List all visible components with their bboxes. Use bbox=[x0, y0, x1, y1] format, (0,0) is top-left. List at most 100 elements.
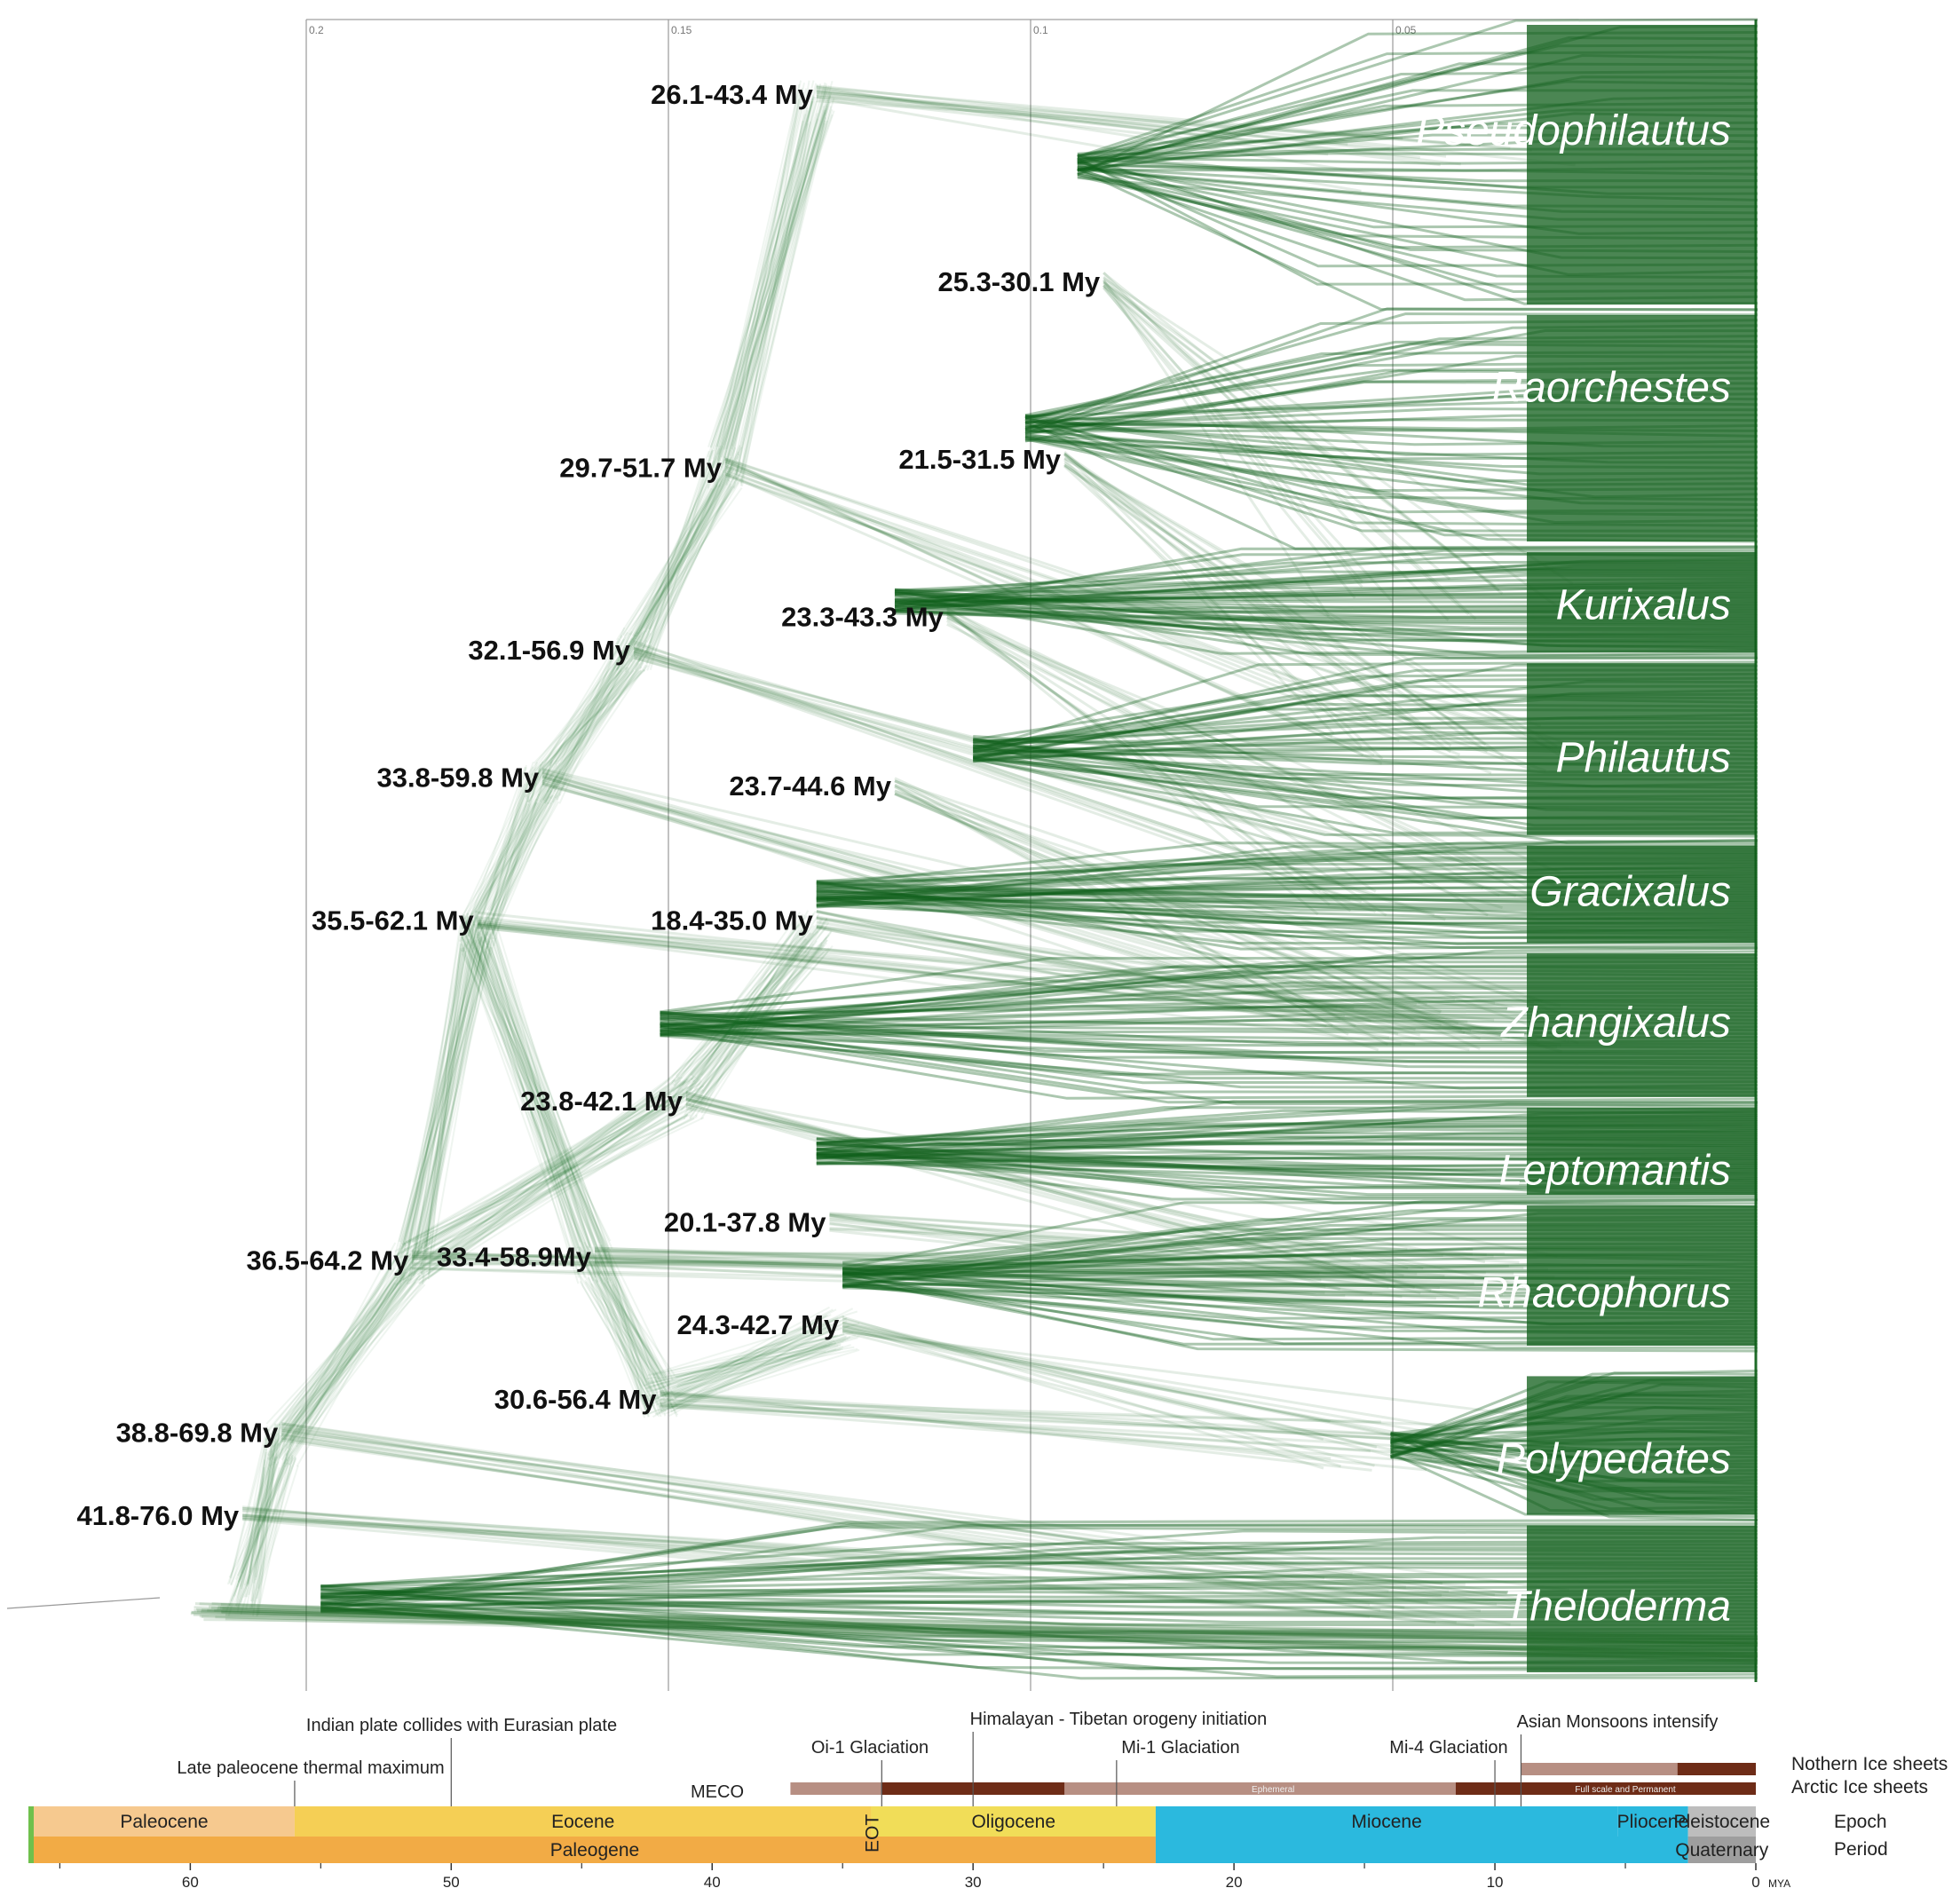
tree-branch bbox=[842, 1198, 1758, 1276]
backbone-branch bbox=[691, 938, 806, 1109]
tree-branch bbox=[1389, 1451, 1758, 1519]
backbone-branch bbox=[635, 454, 740, 640]
stem-branch bbox=[281, 1422, 1519, 1604]
backbone-branch bbox=[294, 1284, 426, 1426]
backbone-branch bbox=[407, 950, 484, 1277]
backbone-branch bbox=[477, 939, 613, 1262]
root-branch bbox=[215, 1616, 1758, 1648]
backbone-branch bbox=[692, 922, 807, 1082]
backbone-branch bbox=[606, 1253, 662, 1394]
backbone-branch bbox=[288, 1264, 415, 1466]
stem-branch bbox=[816, 89, 1447, 158]
ephemeral-label: Ephemeral bbox=[1252, 1785, 1294, 1795]
stem-branch bbox=[946, 607, 1495, 875]
stem-branch bbox=[541, 774, 1540, 1046]
backbone-branch bbox=[688, 914, 805, 1092]
stem-branch bbox=[816, 85, 1413, 182]
backbone-branch bbox=[533, 632, 652, 782]
backbone-branch bbox=[672, 920, 829, 1093]
stem-branch bbox=[1063, 452, 1505, 758]
stem-branch bbox=[660, 1404, 1571, 1473]
stem-branch bbox=[946, 622, 1500, 897]
tree-branch bbox=[1024, 420, 1758, 550]
backbone-branch bbox=[462, 796, 551, 952]
stem-branch bbox=[685, 1096, 1396, 1288]
stem-branch bbox=[945, 612, 1352, 912]
backbone-branch bbox=[478, 917, 604, 1284]
stem-branch bbox=[685, 1095, 1432, 1292]
stem-branch bbox=[685, 1107, 1486, 1264]
stem-branch bbox=[816, 925, 1567, 1041]
node-age-label: 30.6-56.4 My bbox=[494, 1384, 657, 1415]
backbone-branch bbox=[647, 478, 722, 630]
stem-branch bbox=[412, 1253, 1443, 1260]
backbone-branch bbox=[689, 929, 833, 1118]
backbone-branch bbox=[482, 794, 541, 944]
backbone-branch bbox=[476, 786, 548, 924]
backbone-branch bbox=[421, 923, 475, 1275]
stem-branch bbox=[894, 792, 1481, 1050]
backbone-branch bbox=[255, 1423, 277, 1578]
backbone-branch bbox=[257, 1438, 277, 1616]
backbone-branch bbox=[280, 1252, 400, 1444]
backbone-branch bbox=[551, 666, 628, 783]
backbone-branch bbox=[636, 460, 715, 645]
backbone-branch bbox=[474, 775, 540, 918]
timescale-row-label: Period bbox=[1834, 1839, 1888, 1860]
root-branch bbox=[207, 1608, 1758, 1647]
backbone-branch bbox=[671, 923, 800, 1084]
backbone-branch bbox=[724, 118, 819, 467]
backbone-branch bbox=[285, 1282, 396, 1457]
backbone-branch bbox=[273, 1260, 422, 1462]
stem-branch bbox=[242, 1506, 1450, 1593]
backbone-branch bbox=[402, 953, 475, 1264]
event-label: Indian plate collides with Eurasian plat… bbox=[306, 1716, 617, 1735]
backbone-branch bbox=[490, 917, 597, 1278]
backbone-branch bbox=[472, 920, 586, 1278]
stem-branch bbox=[412, 1267, 1326, 1289]
backbone-branch bbox=[407, 931, 487, 1244]
backbone-branch bbox=[644, 1333, 845, 1386]
stem-branch bbox=[281, 1424, 1381, 1612]
backbone-branch bbox=[283, 1253, 410, 1426]
backbone-branch bbox=[646, 445, 741, 671]
backbone-branch bbox=[466, 915, 591, 1259]
backbone-branch bbox=[461, 769, 545, 952]
backbone-branch bbox=[253, 1433, 281, 1584]
backbone-branch bbox=[647, 465, 712, 648]
stem-branch bbox=[724, 468, 1400, 742]
backbone-branch bbox=[228, 1442, 295, 1607]
backbone-branch bbox=[253, 1456, 296, 1605]
backbone-branch bbox=[473, 928, 594, 1252]
stem-branch bbox=[894, 779, 1544, 1003]
age-tick-label: 40 bbox=[704, 1874, 721, 1891]
node-age-label: 29.7-51.7 My bbox=[559, 452, 722, 483]
backbone-branch bbox=[399, 1078, 702, 1283]
stem-branch bbox=[281, 1426, 1569, 1592]
backbone-branch bbox=[656, 1342, 834, 1398]
backbone-branch bbox=[649, 449, 715, 670]
backbone-branch bbox=[258, 1454, 294, 1604]
backbone-branch bbox=[486, 793, 561, 943]
stem-branch bbox=[829, 1213, 1373, 1296]
backbone-branch bbox=[554, 647, 629, 788]
tree-branch bbox=[1389, 1435, 1758, 1521]
backbone-branch bbox=[639, 447, 721, 669]
tree-branch bbox=[816, 1156, 1758, 1198]
stem-branch bbox=[842, 1317, 1442, 1470]
backbone-branch bbox=[296, 1262, 399, 1435]
backbone-branch bbox=[460, 923, 600, 1253]
backbone-branch bbox=[697, 933, 815, 1102]
backbone-branch bbox=[739, 80, 810, 486]
stem-branch bbox=[594, 1250, 1351, 1260]
root-branch bbox=[220, 1606, 1758, 1638]
backbone-branch bbox=[461, 794, 554, 929]
backbone-branch bbox=[490, 792, 532, 912]
backbone-branch bbox=[676, 1315, 844, 1394]
backbone-branch bbox=[557, 645, 636, 772]
backbone-branch bbox=[713, 91, 804, 476]
backbone-branch bbox=[643, 446, 737, 672]
backbone-branch bbox=[393, 947, 478, 1256]
backbone-branch bbox=[589, 1255, 674, 1413]
backbone-branch bbox=[732, 95, 814, 489]
